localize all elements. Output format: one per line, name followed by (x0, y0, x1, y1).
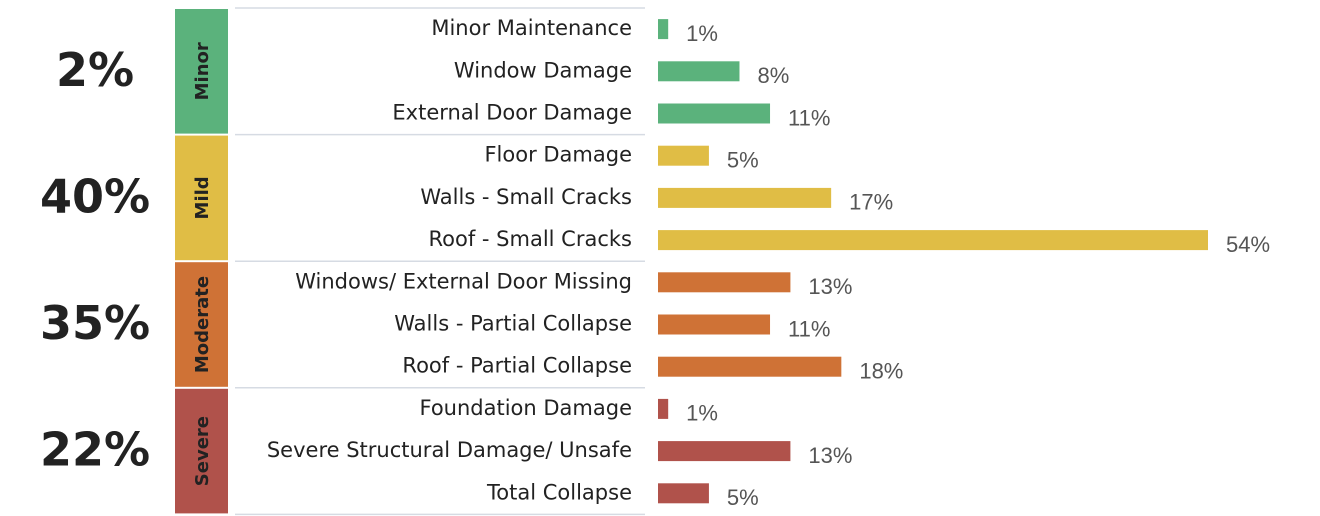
category-label: External Door Damage (392, 101, 632, 125)
bar (658, 19, 669, 40)
value-label: 5% (727, 485, 759, 510)
group-name: Severe (192, 416, 213, 486)
group-name: Mild (192, 176, 213, 219)
category-label: Floor Damage (484, 143, 632, 167)
group-band (175, 388, 228, 514)
value-label: 13% (808, 274, 852, 299)
category-label: Foundation Damage (419, 396, 632, 420)
bar (658, 272, 791, 293)
group-total: 35% (40, 296, 150, 350)
group-total: 40% (40, 169, 150, 223)
bar (658, 483, 709, 504)
bar (658, 356, 842, 377)
group-band (175, 9, 228, 134)
value-label: 11% (788, 105, 830, 130)
bar (658, 103, 771, 124)
category-label: Roof - Small Cracks (429, 227, 632, 251)
value-label: 1% (686, 401, 718, 426)
value-label: 8% (757, 63, 789, 88)
bar (658, 61, 740, 82)
value-label: 17% (849, 190, 893, 215)
group-band (175, 262, 228, 387)
category-label: Walls - Partial Collapse (394, 312, 632, 336)
value-label: 11% (788, 316, 830, 341)
group-total: 22% (40, 423, 150, 477)
value-label: 5% (727, 148, 759, 173)
category-label: Roof - Partial Collapse (402, 354, 632, 378)
bar (658, 145, 709, 166)
category-label: Window Damage (454, 58, 632, 82)
value-label: 18% (859, 359, 903, 384)
value-label: 1% (686, 21, 718, 46)
category-label: Walls - Small Cracks (420, 185, 632, 209)
bar (658, 398, 669, 419)
category-label: Windows/ External Door Missing (295, 269, 632, 293)
group-band (175, 135, 228, 261)
category-label: Minor Maintenance (431, 16, 632, 40)
category-label: Severe Structural Damage/ Unsafe (267, 438, 632, 462)
value-label: 54% (1226, 232, 1270, 257)
category-label: Total Collapse (486, 480, 632, 504)
bar (658, 441, 791, 462)
value-label: 13% (808, 443, 852, 468)
group-name: Minor (192, 42, 213, 100)
bar (658, 314, 771, 335)
bar (658, 230, 1208, 251)
group-name: Moderate (192, 276, 213, 373)
bar (658, 187, 832, 208)
group-total: 2% (56, 43, 134, 97)
